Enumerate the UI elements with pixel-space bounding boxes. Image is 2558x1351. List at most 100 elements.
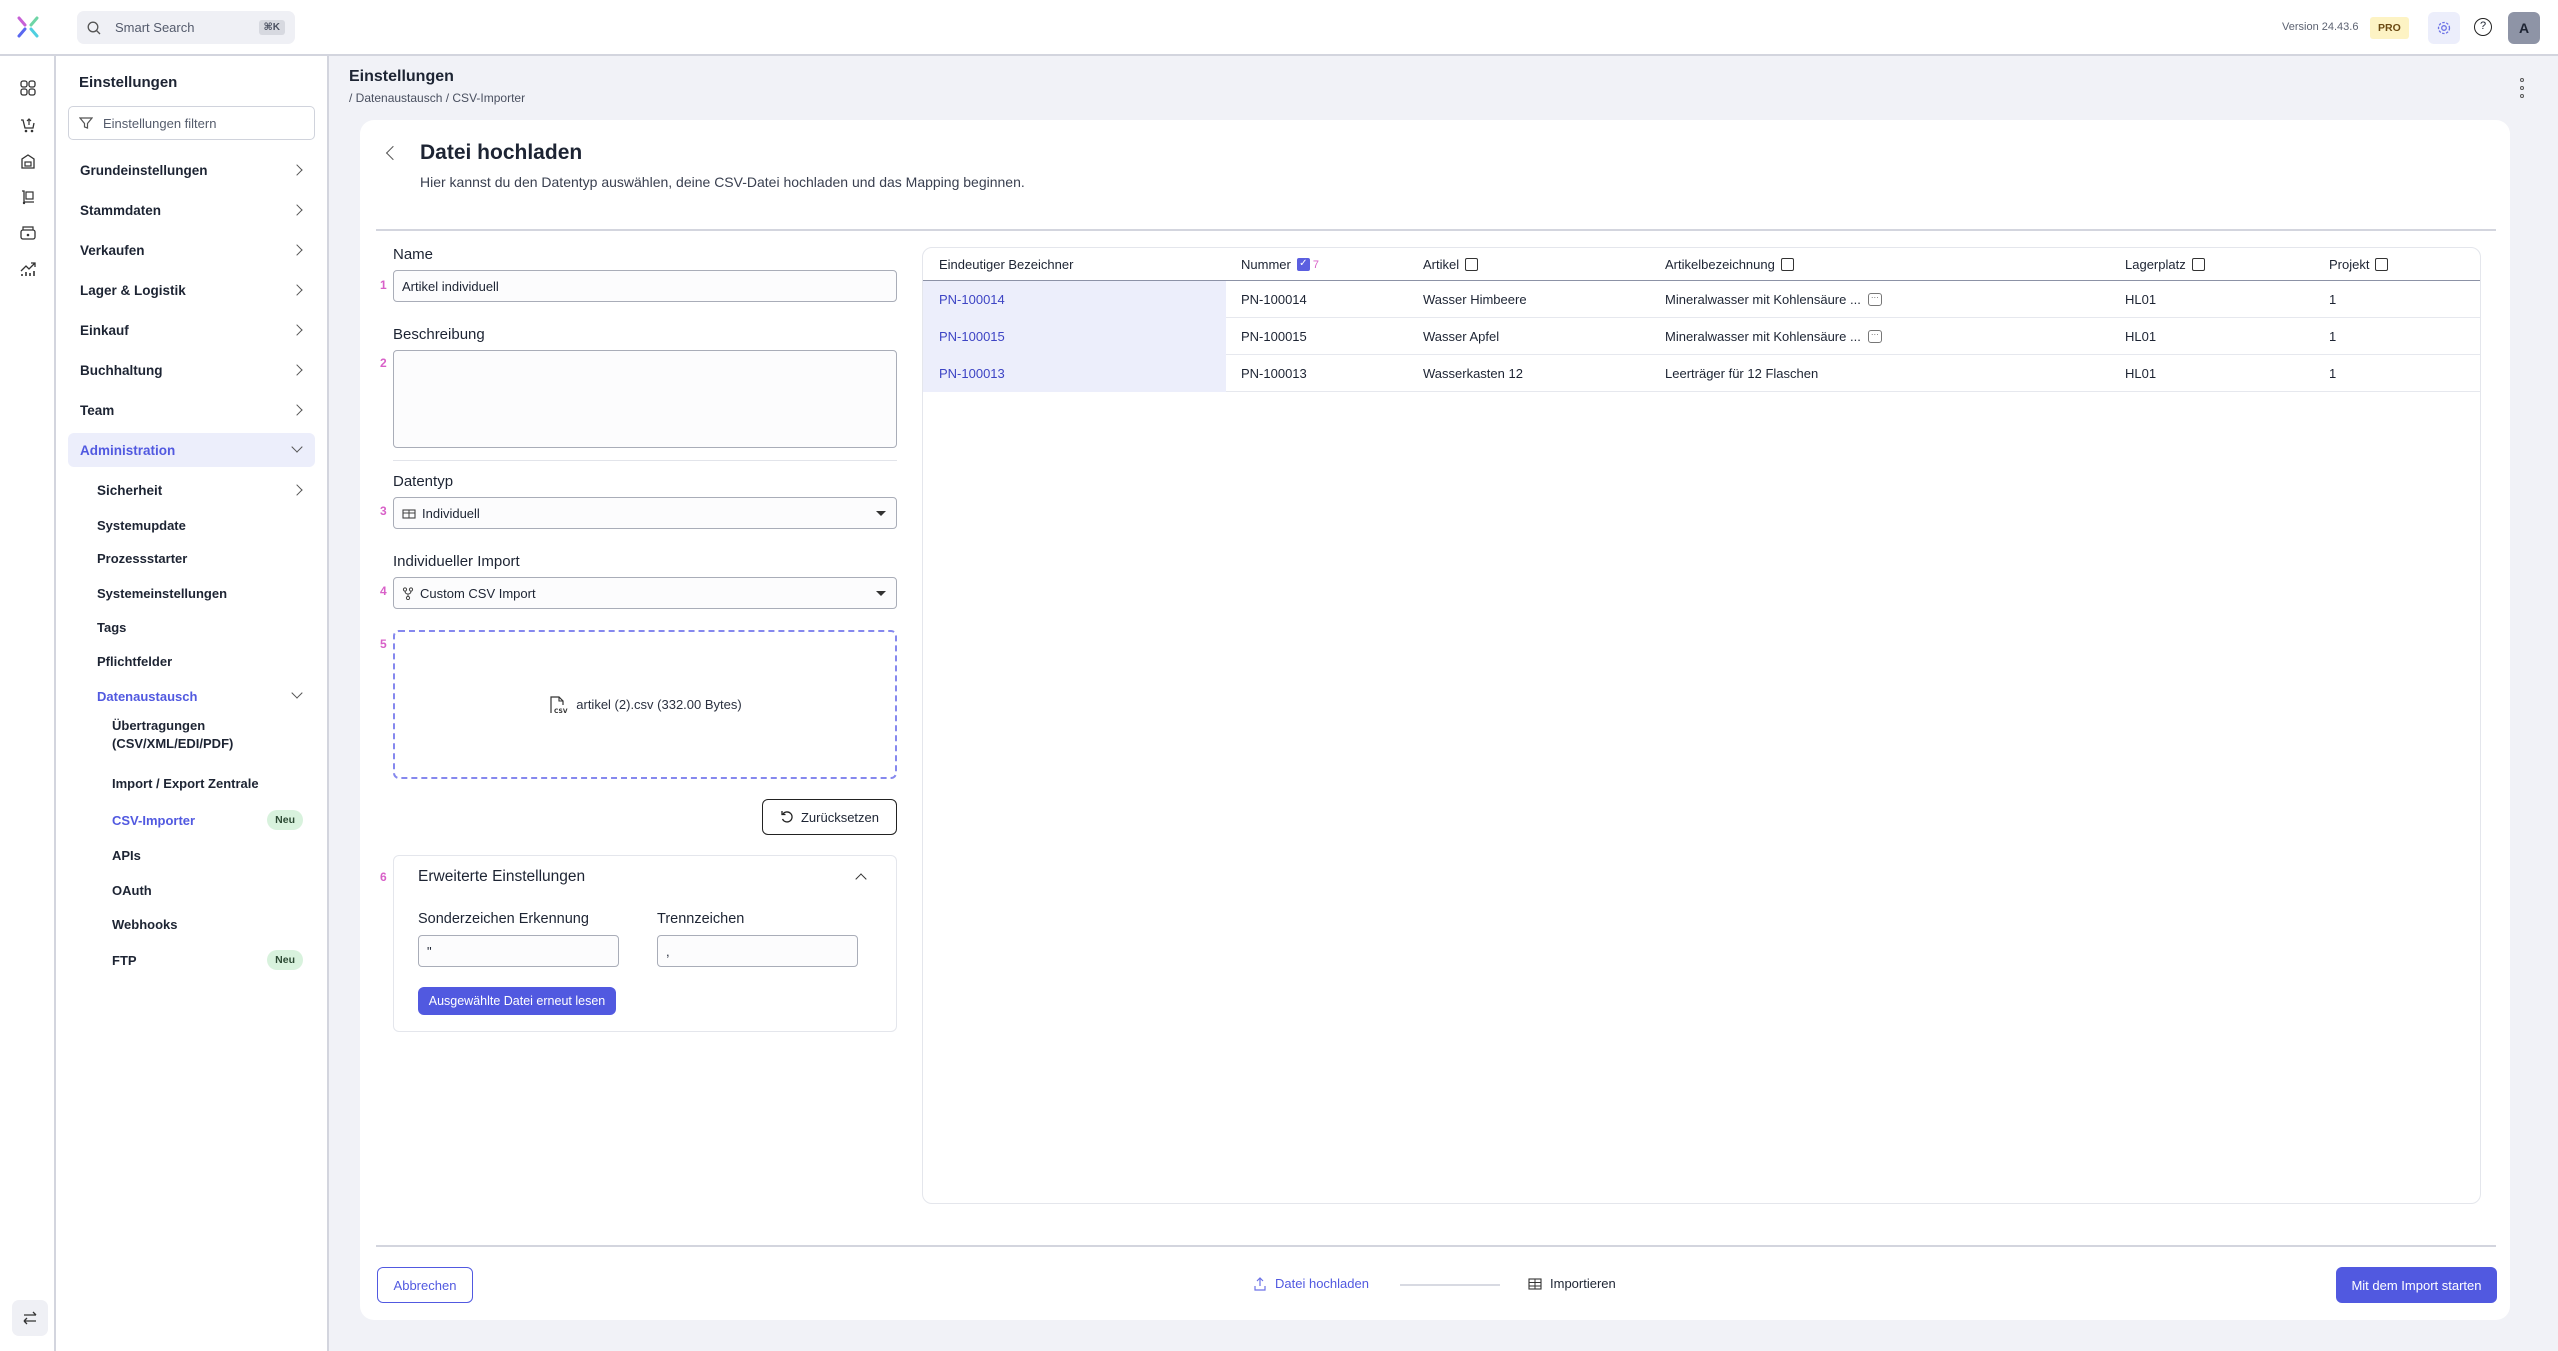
- step-marker: 5: [380, 637, 387, 651]
- step-marker: 2: [380, 356, 387, 370]
- step-marker: 4: [380, 584, 387, 598]
- icon-rail: [0, 56, 56, 1351]
- step-marker: 6: [380, 870, 387, 884]
- smart-search-input[interactable]: Smart Search ⌘K: [77, 11, 295, 44]
- csv-file-icon: CSV: [550, 695, 568, 715]
- switch-button[interactable]: [12, 1300, 48, 1336]
- trolley-icon[interactable]: [16, 185, 40, 209]
- sidebar-item-label: Systemeinstellungen: [97, 585, 228, 601]
- sidebar-item-buchhaltung[interactable]: Buchhaltung: [68, 353, 315, 387]
- column-header: Artikelbezeichnung: [1665, 248, 1794, 281]
- breadcrumb[interactable]: / Datenaustausch / CSV-Importer: [349, 91, 526, 105]
- table-row: PN-100014 PN-100014 Wasser Himbeere Mineral…: [923, 281, 2480, 318]
- column-header: Eindeutiger Bezeichner: [939, 248, 1073, 281]
- cell-text: 1: [2329, 292, 2337, 307]
- column-header-label: Lagerplatz: [2125, 257, 2186, 272]
- expand-text-icon[interactable]: ···: [1867, 293, 1882, 306]
- sidebar-item-administration[interactable]: Administration: [68, 433, 315, 467]
- column-checkbox[interactable]: [2191, 258, 2205, 271]
- preview-table: Eindeutiger Bezeichner Nummer ✓ 7 Artikel …: [922, 247, 2481, 1204]
- sidebar-item-label: APIs: [112, 847, 141, 863]
- page-header-title: Einstellungen: [349, 68, 454, 85]
- kebab-menu-icon[interactable]: [2518, 78, 2526, 98]
- table-cell: Mineralwasser mit Kohlensäure ... ···: [1665, 318, 1882, 355]
- description-textarea[interactable]: [393, 350, 897, 448]
- cell-text: Mineralwasser mit Kohlensäure ...: [1665, 292, 1861, 307]
- sidebar-item-csv-importer[interactable]: CSV-Importer Neu: [68, 803, 315, 837]
- svg-text:CSV: CSV: [554, 708, 568, 715]
- column-checkbox[interactable]: [1465, 258, 1479, 271]
- datatype-label: Datentyp: [393, 473, 454, 490]
- cell-text: Wasser Himbeere: [1423, 292, 1527, 307]
- sidebar-item-systemupdate[interactable]: Systemupdate: [68, 508, 315, 542]
- step-connector: [1400, 1284, 1500, 1286]
- cancel-button[interactable]: Abbrechen: [377, 1267, 473, 1303]
- switch-arrows-icon: [23, 1311, 37, 1325]
- sidebar-item-label: Einkauf: [80, 322, 129, 338]
- reread-file-button[interactable]: Ausgewählte Datei erneut lesen: [418, 987, 616, 1015]
- table-cell: Wasser Himbeere: [1423, 281, 1527, 318]
- sidebar-item-apis[interactable]: APIs: [68, 838, 315, 872]
- column-checkbox[interactable]: [2375, 258, 2389, 271]
- analytics-icon[interactable]: [16, 257, 40, 281]
- individual-import-select[interactable]: Custom CSV Import: [393, 577, 897, 609]
- quote-char-input[interactable]: ": [418, 935, 619, 967]
- cell-text: PN-100014: [939, 292, 1005, 307]
- chevron-right-icon: [291, 284, 303, 296]
- cell-text: 1: [2329, 329, 2337, 344]
- sidebar-item-team[interactable]: Team: [68, 393, 315, 427]
- warehouse-icon[interactable]: [16, 149, 40, 173]
- sidebar-item-prozessstarter[interactable]: Prozessstarter: [68, 541, 315, 575]
- sidebar-item-webhooks[interactable]: Webhooks: [68, 907, 315, 941]
- sidebar-item-uebertragungen[interactable]: Übertragungen (CSV/XML/EDI/PDF): [68, 714, 268, 756]
- start-import-button[interactable]: Mit dem Import starten: [2336, 1267, 2497, 1303]
- register-icon[interactable]: [16, 221, 40, 245]
- file-dropzone[interactable]: CSV artikel (2).csv (332.00 Bytes): [393, 630, 897, 779]
- sidebar-item-stammdaten[interactable]: Stammdaten: [68, 193, 315, 227]
- reset-button[interactable]: Zurücksetzen: [762, 799, 897, 835]
- sidebar-item-oauth[interactable]: OAuth: [68, 873, 315, 907]
- chevron-right-icon: [291, 204, 303, 216]
- table-cell: PN-100013: [1241, 355, 1307, 392]
- separator-input[interactable]: ,: [657, 935, 858, 967]
- reset-icon: [781, 811, 793, 823]
- settings-filter-input[interactable]: Einstellungen filtern: [68, 106, 315, 140]
- page-subtitle: Hier kannst du den Datentyp auswählen, d…: [420, 174, 1025, 190]
- sidebar-item-tags[interactable]: Tags: [68, 610, 315, 644]
- sidebar-item-label: OAuth: [112, 882, 152, 898]
- column-header: Lagerplatz: [2125, 248, 2205, 281]
- sidebar-item-sicherheit[interactable]: Sicherheit: [68, 473, 315, 507]
- help-icon[interactable]: ?: [2474, 18, 2492, 36]
- cell-text: PN-100014: [1241, 292, 1307, 307]
- top-bar: Smart Search ⌘K Version 24.43.6 PRO ? A: [0, 0, 2558, 56]
- sidebar-item-import-export[interactable]: Import / Export Zentrale: [68, 766, 315, 800]
- sidebar-item-datenaustausch[interactable]: Datenaustausch: [68, 679, 315, 713]
- dashboard-icon[interactable]: [16, 76, 40, 100]
- sidebar-item-label: Import / Export Zentrale: [112, 775, 259, 791]
- name-input[interactable]: Artikel individuell: [393, 270, 897, 302]
- column-checkbox-checked[interactable]: ✓: [1296, 258, 1310, 271]
- sidebar-item-einkauf[interactable]: Einkauf: [68, 313, 315, 347]
- advanced-settings-title[interactable]: Erweiterte Einstellungen: [418, 868, 586, 885]
- sidebar-item-lager-logistik[interactable]: Lager & Logistik: [68, 273, 315, 307]
- datatype-value: Individuell: [422, 505, 480, 521]
- sidebar-item-pflichtfelder[interactable]: Pflichtfelder: [68, 644, 315, 678]
- settings-button[interactable]: [2428, 12, 2460, 44]
- new-badge: Neu: [267, 810, 303, 830]
- description-label: Beschreibung: [393, 326, 485, 343]
- table-cell: 1: [2329, 355, 2336, 392]
- sidebar-item-ftp[interactable]: FTP Neu: [68, 943, 315, 977]
- datatype-select[interactable]: Individuell: [393, 497, 897, 529]
- cell-text: HL01: [2125, 366, 2157, 381]
- sidebar-item-verkaufen[interactable]: Verkaufen: [68, 233, 315, 267]
- cart-icon[interactable]: [16, 113, 40, 137]
- app-logo-icon[interactable]: [15, 14, 41, 40]
- expand-text-icon[interactable]: ···: [1867, 330, 1882, 343]
- sidebar-item-systemeinstellungen[interactable]: Systemeinstellungen: [68, 576, 315, 610]
- column-checkbox[interactable]: [1780, 258, 1794, 271]
- sidebar-item-label: Datenaustausch: [97, 688, 198, 704]
- avatar[interactable]: A: [2508, 12, 2540, 44]
- sidebar-item-grundeinstellungen[interactable]: Grundeinstellungen: [68, 153, 315, 187]
- column-header-label: Artikelbezeichnung: [1665, 257, 1775, 272]
- reset-label: Zurücksetzen: [800, 809, 880, 825]
